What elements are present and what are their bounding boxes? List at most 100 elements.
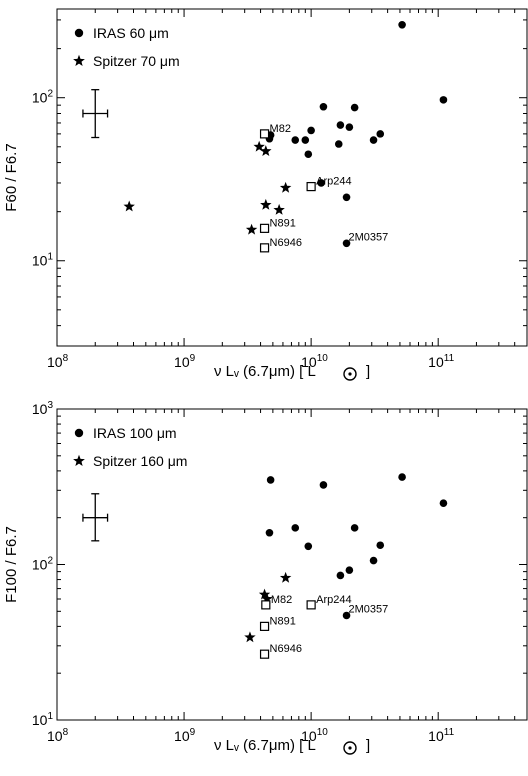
data-point-circle <box>336 121 345 129</box>
data-point-circle <box>304 542 313 551</box>
data-point-circle <box>398 21 406 29</box>
data-point-circle <box>376 130 385 138</box>
data-point-circle <box>304 150 313 159</box>
annotation-label: 2M0357 <box>349 603 389 615</box>
error-bar <box>82 89 109 139</box>
series-open-square: M82 Arp244 N891 N6946 <box>259 594 352 659</box>
sun-symbol-icon <box>343 741 357 755</box>
data-point-square <box>259 649 270 659</box>
x-tick-label: 1011 <box>428 353 454 370</box>
legend-label: Spitzer 70 μm <box>93 53 180 69</box>
legend: IRAS 60 μm Spitzer 70 μm <box>73 25 180 69</box>
data-point-star <box>244 631 256 643</box>
y-tick-label: 102 <box>32 556 54 573</box>
data-point-circle <box>266 476 275 484</box>
y-tick-label: 102 <box>32 89 54 106</box>
data-point-circle <box>342 193 351 202</box>
data-point-circle <box>439 499 448 507</box>
data-point-circle <box>369 556 378 565</box>
x-tick-label: 1011 <box>428 727 454 744</box>
legend-star-marker <box>73 454 85 467</box>
data-point-circle <box>369 136 378 144</box>
point-label: N891 <box>270 615 296 627</box>
x-axis-label: ν Lᵥ (6.7μm) [ L <box>214 363 316 380</box>
data-point-star <box>245 223 258 235</box>
y-axis-label: F100 / F6.7 <box>3 526 20 603</box>
series-circle <box>265 21 448 248</box>
data-point-star <box>123 200 135 212</box>
data-point-square <box>259 621 270 631</box>
y-tick-label: 101 <box>32 252 54 269</box>
data-point-circle <box>336 571 345 580</box>
data-point-circle <box>291 136 300 144</box>
data-point-star <box>279 181 292 193</box>
point-label: M82 <box>271 594 292 606</box>
data-point-square <box>259 129 270 139</box>
y-tick-label: 103 <box>32 400 54 417</box>
y-tick-label: 101 <box>32 711 54 728</box>
x-axis-label-bracket: ] <box>366 737 370 754</box>
x-tick-label: 108 <box>47 353 69 370</box>
legend-circle-marker <box>74 28 84 38</box>
point-label: M82 <box>270 123 291 135</box>
data-point-circle <box>265 528 274 537</box>
annotation-label: 2M0357 <box>349 231 389 243</box>
data-point-square <box>306 181 316 192</box>
data-point-square <box>259 223 270 233</box>
point-label: Arp244 <box>316 176 351 188</box>
data-point-circle <box>439 96 448 104</box>
y-axis-label: F60 / F6.7 <box>3 143 20 211</box>
series-open-square: M82 Arp244 N891 N6946 <box>259 123 352 253</box>
legend-label: IRAS 100 μm <box>93 425 177 441</box>
data-point-star <box>279 571 292 583</box>
data-point-star <box>258 588 271 600</box>
data-point-circle <box>350 103 359 112</box>
point-label: N891 <box>270 217 296 229</box>
data-point-circle <box>350 524 359 532</box>
sun-symbol-icon <box>343 367 357 381</box>
data-point-circle <box>342 611 351 620</box>
chart-panel-1: 108 109 1010 1011 101 102 ν Lᵥ (6.7μm) [ L] F60… <box>3 8 528 381</box>
series-star <box>244 571 292 643</box>
x-axis-label: ν Lᵥ (6.7μm) [ L <box>214 737 316 754</box>
x-tick-label: 109 <box>174 353 196 370</box>
data-point-circle <box>301 136 310 144</box>
error-bar <box>82 493 109 542</box>
x-tick-label: 109 <box>174 727 196 744</box>
legend: IRAS 100 μm Spitzer 160 μm <box>73 425 187 469</box>
chart-panel-2: 108 109 1010 1011 101 102 103 ν Lᵥ (6.7μm) [ L]… <box>3 400 528 755</box>
point-label: N6946 <box>270 643 302 655</box>
point-label: Arp244 <box>316 594 351 606</box>
x-tick-label: 1010 <box>301 727 328 744</box>
data-point-circle <box>319 102 328 111</box>
data-point-square <box>261 600 271 610</box>
point-label: N6946 <box>270 237 302 249</box>
data-point-star <box>253 140 265 152</box>
data-point-circle <box>342 239 351 248</box>
series-star <box>123 140 292 235</box>
data-point-star <box>260 198 272 210</box>
data-point-square <box>306 600 316 610</box>
data-point-circle <box>334 140 343 148</box>
legend-circle-marker <box>74 428 84 438</box>
data-point-circle <box>345 566 354 574</box>
plot-frame <box>56 8 528 347</box>
data-point-circle <box>291 524 300 532</box>
sun-symbol-dot <box>348 746 352 750</box>
data-point-circle <box>317 179 325 187</box>
data-point-star <box>260 145 272 157</box>
data-point-circle <box>376 541 385 550</box>
series-circle <box>265 473 448 620</box>
sun-symbol-dot <box>348 372 352 376</box>
legend-label: IRAS 60 μm <box>93 25 169 41</box>
x-tick-label: 108 <box>47 727 69 744</box>
x-axis-label-bracket: ] <box>366 363 370 380</box>
data-point-star <box>273 203 285 215</box>
data-point-circle <box>345 123 354 131</box>
legend-star-marker <box>73 54 85 67</box>
data-point-star <box>261 593 273 604</box>
legend-label: Spitzer 160 μm <box>93 453 187 469</box>
data-point-square <box>259 243 270 253</box>
x-tick-label: 1010 <box>301 353 328 370</box>
